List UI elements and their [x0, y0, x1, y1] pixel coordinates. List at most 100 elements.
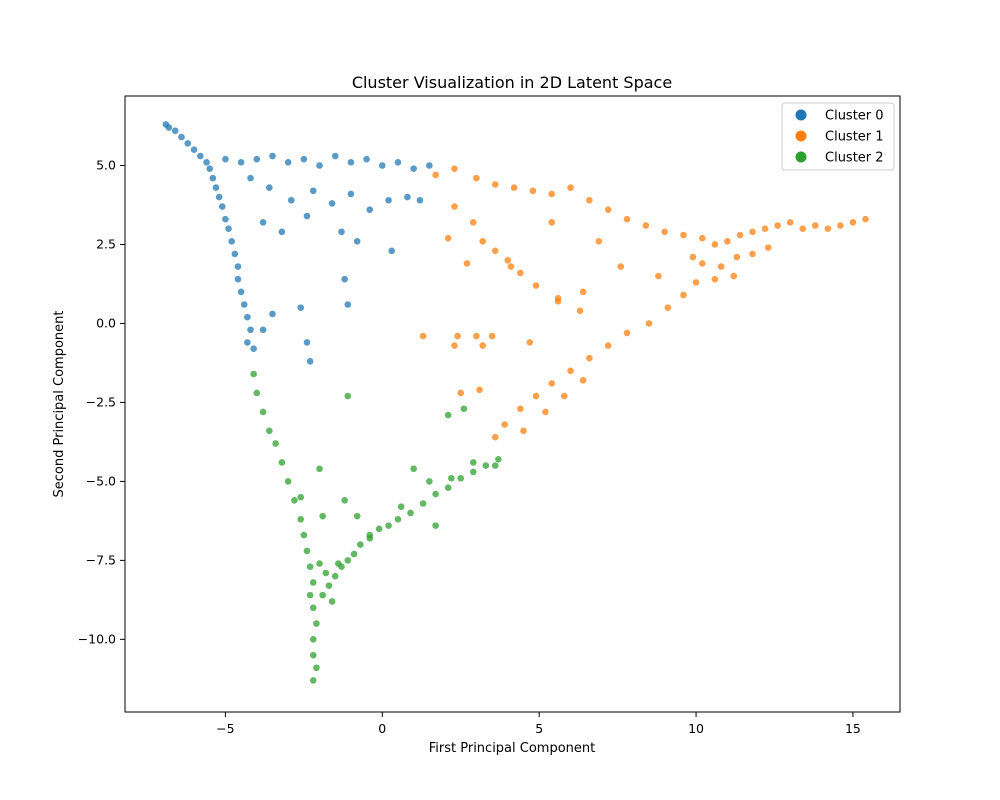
cluster-1-point	[642, 222, 650, 229]
cluster-0-point	[266, 184, 273, 191]
cluster-0-point	[269, 152, 276, 160]
cluster-1-point	[548, 190, 556, 198]
cluster-1-point	[517, 405, 524, 413]
cluster-2-point	[306, 591, 314, 599]
cluster-1-point	[567, 184, 574, 191]
cluster-0-point	[394, 159, 402, 166]
cluster-1-point	[432, 171, 439, 179]
cluster-0-point	[388, 247, 396, 255]
plot-frame	[124, 95, 901, 713]
cluster-0-point	[178, 133, 185, 141]
cluster-0-point	[306, 358, 314, 365]
legend: Cluster 0 Cluster 1 Cluster 2	[781, 102, 895, 171]
cluster-2-point	[397, 503, 405, 510]
cluster-1-point	[473, 332, 480, 340]
cluster-2-point	[341, 497, 348, 504]
cluster-0-point	[240, 301, 248, 308]
cluster-2-point	[444, 484, 452, 492]
cluster-0-point	[222, 155, 229, 163]
cluster-0-point	[228, 238, 235, 245]
cluster-0-point	[426, 162, 433, 169]
cluster-1-point	[501, 421, 508, 428]
cluster-2-point	[491, 462, 499, 469]
cluster-2-point	[303, 547, 311, 555]
cluster-2-point	[328, 598, 336, 605]
cluster-0-point	[385, 196, 392, 204]
cluster-2-point	[266, 427, 273, 435]
cluster-0-point	[247, 174, 254, 182]
cluster-1-point	[689, 253, 697, 261]
chart-title: Cluster Visualization in 2D Latent Space	[352, 73, 672, 92]
cluster-0-point	[253, 155, 261, 163]
cluster-2-point	[309, 636, 317, 643]
cluster-1-point	[548, 219, 556, 226]
cluster-2-point	[313, 664, 320, 672]
cluster-2-point	[344, 392, 352, 400]
cluster-0-point	[222, 215, 229, 223]
cluster-0-point	[284, 159, 292, 166]
cluster-2-point	[357, 541, 364, 548]
cluster-1-point	[724, 238, 731, 245]
cluster-2-point	[335, 560, 342, 567]
cluster-0-point	[416, 196, 424, 204]
cluster-0-point	[218, 203, 226, 210]
x-tick-label: 5	[535, 721, 543, 736]
cluster-0-point	[363, 155, 370, 163]
cluster-1-point	[655, 272, 662, 280]
cluster-1-point	[680, 231, 687, 239]
cluster-1-point	[711, 275, 719, 283]
cluster-0-point	[259, 219, 267, 226]
cluster-1-point	[507, 263, 515, 270]
cluster-2-point	[350, 550, 358, 558]
x-axis-label: First Principal Component	[429, 741, 596, 756]
legend-label-cluster-0: Cluster 0	[825, 109, 884, 124]
cluster-0-point	[234, 275, 242, 283]
cluster-0-point	[338, 228, 345, 236]
cluster-0-point	[278, 228, 286, 236]
cluster-2-point	[253, 389, 261, 397]
y-tick-label: −5.0	[86, 473, 116, 488]
cluster-0-point	[250, 345, 257, 353]
cluster-1-point	[774, 222, 781, 229]
cluster-1-point	[463, 260, 471, 267]
cluster-0-point	[165, 124, 173, 131]
cluster-2-point	[309, 604, 317, 612]
cluster-0-point	[225, 225, 232, 232]
x-tick-label: −5	[216, 721, 234, 736]
cluster-1-point	[862, 215, 869, 223]
cluster-1-point	[532, 392, 540, 400]
cluster-0-point	[300, 155, 308, 163]
cluster-1-point	[604, 342, 612, 349]
cluster-1-point	[623, 329, 631, 337]
cluster-1-point	[473, 174, 480, 182]
cluster-2-point	[319, 591, 326, 599]
y-tick-label: −2.5	[86, 394, 116, 409]
cluster-0-point	[234, 263, 242, 270]
cluster-0-point	[171, 127, 179, 135]
cluster-1-point	[479, 238, 486, 245]
cluster-1-point	[661, 228, 668, 236]
cluster-1-point	[680, 291, 687, 299]
cluster-1-point	[623, 215, 631, 223]
cluster-2-point	[407, 509, 414, 517]
cluster-2-point	[272, 440, 279, 447]
cluster-0-point	[237, 288, 245, 296]
cluster-0-point	[231, 250, 239, 258]
scatter-points	[162, 121, 869, 684]
cluster-0-point	[184, 140, 192, 147]
legend-marker-cluster-2	[795, 151, 807, 163]
cluster-0-point	[303, 339, 311, 346]
cluster-1-point	[711, 241, 719, 248]
cluster-1-point	[491, 433, 499, 441]
cluster-1-point	[454, 332, 461, 340]
cluster-1-point	[488, 332, 496, 340]
x-tick-label: 0	[378, 721, 386, 736]
cluster-2-point	[375, 525, 383, 533]
cluster-1-point	[576, 307, 584, 315]
cluster-2-point	[322, 569, 330, 577]
cluster-1-point	[567, 367, 574, 375]
cluster-2-point	[444, 411, 452, 419]
cluster-2-point	[325, 582, 333, 589]
cluster-0-point	[378, 162, 386, 169]
cluster-0-point	[331, 152, 339, 160]
